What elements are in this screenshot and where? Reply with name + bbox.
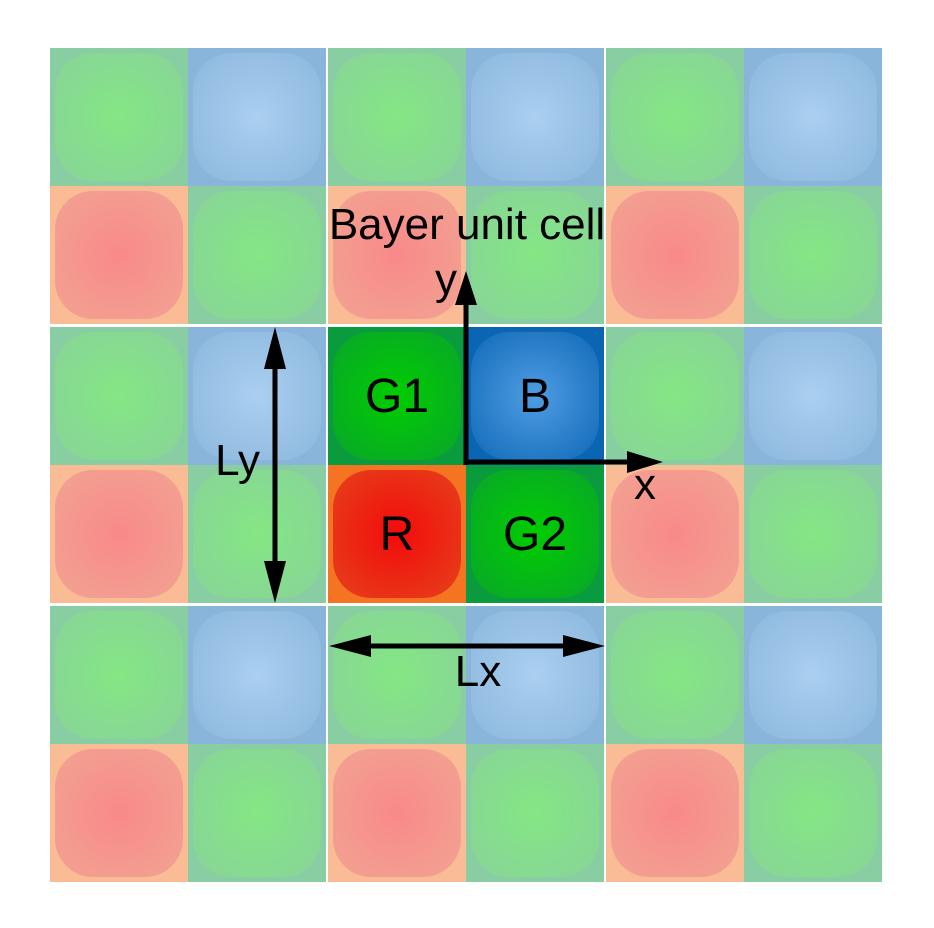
cell-shading: [55, 611, 183, 739]
cell-shading: [55, 191, 183, 319]
cell-shading: [55, 332, 183, 460]
bayer-block: [328, 606, 604, 882]
cell-shading: [193, 191, 321, 319]
cell-shading: [471, 611, 599, 739]
bayer-cell-green: [328, 48, 466, 186]
bayer-cell-green: [328, 606, 466, 744]
bayer-cell-red: [606, 744, 744, 882]
cell-shading: [611, 53, 739, 181]
cell-shading: [749, 53, 877, 181]
bayer-block: [606, 327, 882, 603]
bayer-cell-blue: [744, 327, 882, 465]
bayer-block: [328, 48, 604, 324]
bayer-cell-green: [188, 186, 326, 324]
cell-shading: [611, 611, 739, 739]
cell-shading: [55, 53, 183, 181]
cell-shading: [193, 53, 321, 181]
cell-shading: [471, 332, 599, 460]
cell-shading: [55, 749, 183, 877]
cell-label: G1: [364, 369, 430, 423]
bayer-cell-green: [744, 744, 882, 882]
cell-shading: [55, 470, 183, 598]
cell-shading: [749, 611, 877, 739]
bayer-block: [606, 48, 882, 324]
cell-shading: [333, 332, 461, 460]
cell-shading: [611, 191, 739, 319]
bayer-cell-green: [744, 465, 882, 603]
cell-shading: [193, 332, 321, 460]
cell-shading: [749, 470, 877, 598]
bayer-cell-red: [606, 186, 744, 324]
cell-shading: [333, 611, 461, 739]
bayer-cell-green: [188, 744, 326, 882]
bayer-cell-green-unit: G2: [466, 465, 604, 603]
bayer-cell-red: [328, 744, 466, 882]
bayer-cell-green: [50, 327, 188, 465]
bayer-cell-blue: [188, 48, 326, 186]
cell-label: G2: [502, 507, 568, 561]
bayer-cell-blue: [188, 606, 326, 744]
diagram-title: Bayer unit cell: [328, 200, 606, 249]
cell-label: R: [379, 507, 415, 561]
bayer-cell-red: [50, 186, 188, 324]
bayer-cell-blue: [188, 327, 326, 465]
cell-shading: [749, 332, 877, 460]
cell-shading: [333, 470, 461, 598]
cell-shading: [471, 53, 599, 181]
bayer-cell-green: [606, 48, 744, 186]
cell-shading: [471, 191, 599, 319]
bayer-block: [50, 606, 326, 882]
bayer-cell-blue-unit: B: [466, 327, 604, 465]
bayer-cell-red-unit: R: [328, 465, 466, 603]
cell-shading: [471, 470, 599, 598]
cell-shading: [333, 191, 461, 319]
cell-shading: [749, 191, 877, 319]
bayer-unit-cell-block: G1 B R G2: [328, 327, 604, 603]
bayer-cell-green-unit: G1: [328, 327, 466, 465]
x-axis-label: x: [634, 460, 656, 509]
bayer-cell-green: [466, 744, 604, 882]
ly-dimension-label: Ly: [215, 436, 260, 485]
bayer-cell-green: [188, 465, 326, 603]
bayer-cell-green: [50, 48, 188, 186]
bayer-cell-red: [50, 465, 188, 603]
cell-shading: [749, 749, 877, 877]
bayer-block: [606, 606, 882, 882]
cell-shading: [611, 749, 739, 877]
bayer-cell-green: [466, 186, 604, 324]
cell-shading: [333, 53, 461, 181]
lx-dimension-label: Lx: [454, 647, 502, 696]
bayer-block: [50, 327, 326, 603]
bayer-cell-blue: [744, 606, 882, 744]
bayer-cell-green: [606, 327, 744, 465]
cell-shading: [611, 332, 739, 460]
bayer-cell-green: [606, 606, 744, 744]
bayer-block: [50, 48, 326, 324]
bayer-cell-blue: [744, 48, 882, 186]
bayer-grid: G1 B R G2: [50, 48, 882, 882]
bayer-cell-red: [606, 465, 744, 603]
cell-shading: [193, 749, 321, 877]
cell-shading: [611, 470, 739, 598]
cell-shading: [193, 611, 321, 739]
bayer-cell-red: [328, 186, 466, 324]
bayer-cell-blue: [466, 48, 604, 186]
cell-shading: [333, 749, 461, 877]
cell-shading: [193, 470, 321, 598]
cell-shading: [471, 749, 599, 877]
cell-label: B: [518, 369, 551, 423]
bayer-cell-green: [50, 606, 188, 744]
bayer-cell-red: [50, 744, 188, 882]
bayer-cell-green: [744, 186, 882, 324]
y-axis-label: y: [435, 255, 457, 304]
bayer-cell-blue: [466, 606, 604, 744]
